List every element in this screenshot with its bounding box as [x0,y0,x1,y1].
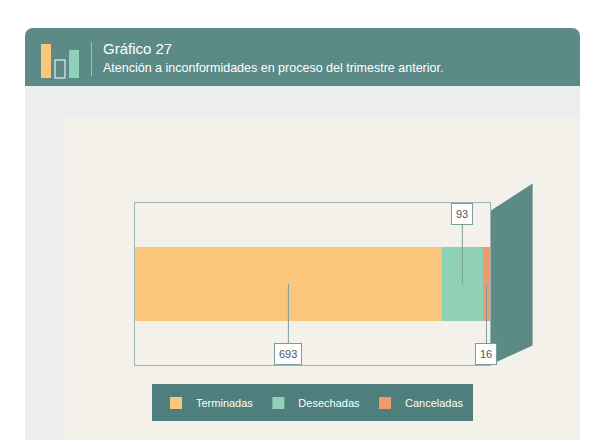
svg-text:Desechadas: Desechadas [298,397,360,409]
html-text:Atención a inconformidades en: Atención a inconformidades en proceso de… [103,61,444,75]
html-text:Gráfico 27: Gráfico 27 [103,40,173,57]
svg-text:693: 693 [279,348,297,360]
svg-text:16: 16 [480,348,492,360]
svg-text:93: 93 [456,208,468,220]
svg-text:Canceladas: Canceladas [405,397,464,409]
svg-text:Terminadas: Terminadas [196,397,253,409]
